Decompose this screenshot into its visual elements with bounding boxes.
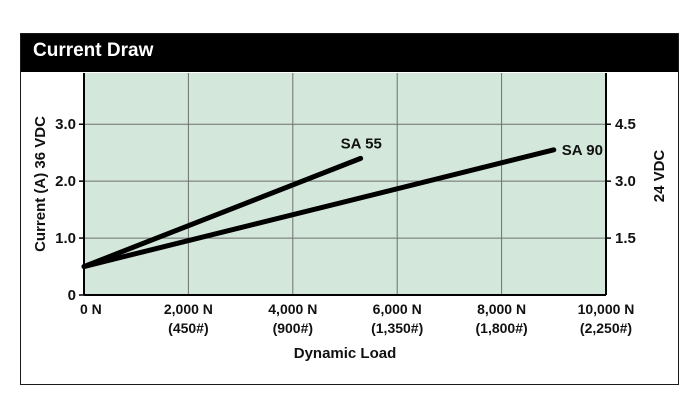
- x-tick-sublabel: (900#): [273, 320, 313, 336]
- y-axis-title: Current (A) 36 VDC: [32, 116, 49, 252]
- x-tick-label: 2,000 N: [164, 301, 213, 317]
- x-tick-label: 0 N: [80, 301, 102, 317]
- y-tick-label: 2.0: [55, 173, 76, 190]
- series-label: SA 55: [341, 135, 382, 152]
- series-label: SA 90: [562, 142, 603, 159]
- x-tick-sublabel: (1,800#): [476, 320, 528, 336]
- x-axis-title: Dynamic Load: [294, 345, 397, 362]
- y-tick-label: 0: [68, 287, 76, 304]
- y2-axis-title: 24 VDC: [651, 150, 668, 203]
- chart-header: Current Draw: [21, 34, 678, 72]
- x-tick-sublabel: (450#): [168, 320, 208, 336]
- y2-tick-label: 1.5: [615, 230, 636, 247]
- y-tick-label: 3.0: [55, 116, 76, 133]
- x-tick-label: 6,000 N: [373, 301, 422, 317]
- y2-tick-label: 3.0: [615, 173, 636, 190]
- x-tick-label: 10,000 N: [578, 301, 635, 317]
- x-tick-sublabel: (2,250#): [580, 320, 632, 336]
- x-tick-sublabel: (1,350#): [371, 320, 423, 336]
- y2-tick-label: 4.5: [615, 116, 636, 133]
- chart-title: Current Draw: [33, 40, 154, 61]
- x-tick-label: 4,000 N: [268, 301, 317, 317]
- series-line-sa-55: [81, 155, 364, 270]
- y-tick-label: 1.0: [55, 230, 76, 247]
- plot-area: [84, 73, 606, 295]
- x-tick-label: 8,000 N: [477, 301, 526, 317]
- series-line-sa-90: [81, 147, 557, 270]
